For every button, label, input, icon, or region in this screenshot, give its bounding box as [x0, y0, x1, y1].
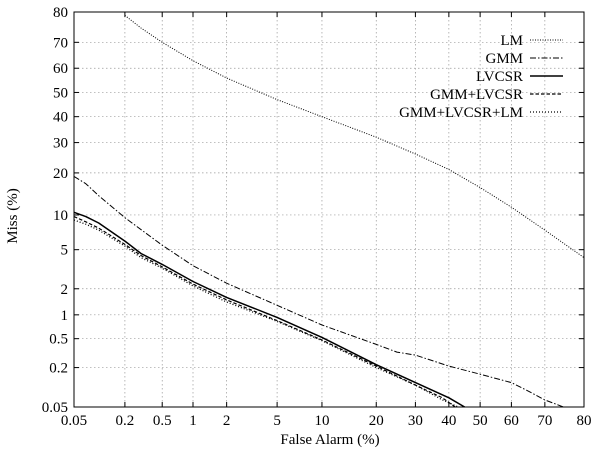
x-tick-label: 20 [369, 413, 384, 429]
grid [74, 12, 584, 407]
legend-label-lm: LM [501, 33, 524, 49]
x-tick-label: 0.2 [116, 413, 135, 429]
y-tick-label: 30 [53, 136, 68, 152]
x-tick-label: 60 [504, 413, 519, 429]
x-tick-label: 1 [189, 413, 197, 429]
series-lines [73, 15, 585, 408]
x-tick-label: 50 [473, 413, 488, 429]
y-tick-label: 20 [53, 166, 68, 182]
x-tick-label: 10 [314, 413, 329, 429]
y-tick-label: 2 [61, 282, 69, 298]
y-tick-label: 50 [53, 85, 68, 101]
y-tick-label: 10 [53, 208, 68, 224]
legend-label-gmm: GMM [485, 51, 523, 67]
y-tick-label: 5 [61, 243, 69, 259]
series-line-gmm [73, 175, 564, 408]
x-tick-label: 5 [273, 413, 281, 429]
x-tick-label: 0.5 [153, 413, 172, 429]
y-tick-label: 70 [53, 35, 68, 51]
y-axis-title: Miss (%) [5, 188, 21, 243]
x-axis-title: False Alarm (%) [280, 432, 379, 448]
x-tick-label: 0.05 [61, 413, 87, 429]
x-tick-label: 70 [537, 413, 552, 429]
series-line-gmm-lvcsr-lm [73, 219, 459, 408]
y-tick-label: 0.05 [42, 400, 68, 416]
tick-labels: 0.05 0.2 0.5 1 2 5 10 20 30 40 50 60 70 80 0.05 0.2 0.5 1… [42, 5, 592, 429]
x-tick-label: 30 [408, 413, 423, 429]
y-tick-label: 0.2 [49, 361, 68, 377]
y-tick-label: 60 [53, 61, 68, 77]
x-tick-label: 2 [223, 413, 231, 429]
legend-label-gmm-lvcsr: GMM+LVCSR [430, 87, 523, 103]
series-line-lvcsr [73, 211, 465, 408]
legend: LM GMM LVCSR GMM+LVCSR GMM+LVCSR+LM [399, 33, 563, 121]
y-tick-label: 40 [53, 110, 68, 126]
y-tick-label: 0.5 [49, 332, 68, 348]
x-tick-label: 40 [441, 413, 456, 429]
x-tick-label: 80 [577, 413, 592, 429]
legend-label-gmm-lvcsr-lm: GMM+LVCSR+LM [399, 105, 523, 121]
y-tick-label: 1 [61, 308, 69, 324]
legend-label-lvcsr: LVCSR [476, 69, 523, 85]
plot-frame [73, 11, 585, 408]
y-tick-label: 80 [53, 5, 68, 21]
